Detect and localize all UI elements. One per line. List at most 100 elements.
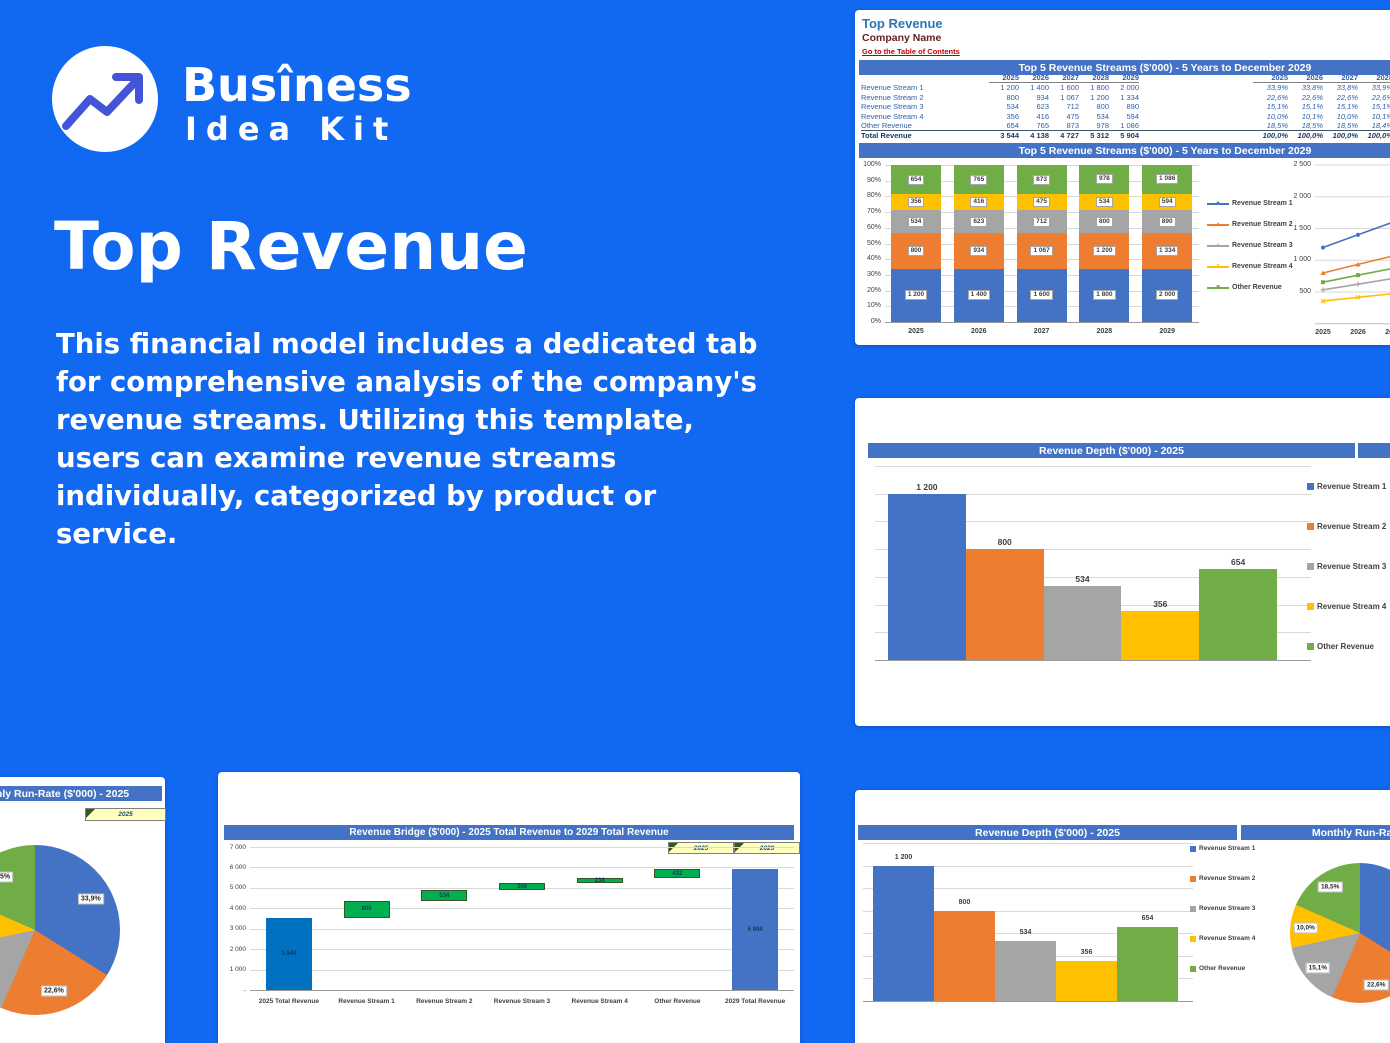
stacked-bar-segment: 1 200: [1079, 233, 1130, 269]
pct-cell: 22,6%: [1266, 92, 1288, 102]
revenue-depth-header: Revenue Depth ($'000) - 2025: [868, 443, 1355, 458]
table-spacer: [1139, 73, 1253, 83]
stacked-bar-segment: 2 000: [1142, 268, 1193, 322]
pct-cell: 10,1%: [1301, 111, 1323, 121]
pct-cell: 18,5%: [1336, 121, 1358, 131]
run-rate-pie: 33,9%22,6%15,1%10,0%18,5%: [0, 845, 120, 1015]
legend-swatch: [1307, 603, 1314, 610]
legend-item: Revenue Stream 2: [1307, 522, 1386, 531]
segment-value-label: 2 000: [1156, 290, 1179, 301]
y-axis-label: 1 000: [1293, 256, 1311, 264]
bridge-total-bar: 3 544: [265, 917, 312, 990]
table-of-contents-link[interactable]: Go to the Table of Contents: [862, 47, 960, 56]
revenue-streams-table: 202520262027202820292025202620272028Reve…: [861, 73, 1390, 141]
depth-bar: [888, 493, 966, 660]
stacked-bar-segment: 594: [1142, 193, 1193, 210]
legend-label: Revenue Stream 3: [1199, 905, 1256, 912]
segment-value-label: 534: [1095, 196, 1113, 207]
segment-value-label: 1 600: [1030, 290, 1053, 301]
pct-cell: 15,1%: [1336, 102, 1358, 112]
segment-value-label: 800: [1095, 216, 1113, 227]
bar-value-label: 534: [1019, 928, 1032, 936]
run-rate-pie-small: 33,9%22,6%15,1%10,0%18,5%: [1290, 863, 1390, 1003]
value-cell: 1 400: [1030, 83, 1049, 93]
pct-cell: 22,6%: [1336, 92, 1358, 102]
legend-swatch: [1190, 845, 1196, 852]
depth-bar: [965, 549, 1044, 660]
grid-line: [863, 888, 1193, 890]
pie-slice-label: 22,6%: [40, 985, 67, 997]
legend-label: Revenue Stream 1: [1317, 482, 1387, 491]
monthly-run-rate-panel: Monthly Run-Rate ($'000) - 2025 2025 33,…: [0, 777, 166, 1043]
segment-value-label: 1 067: [1030, 246, 1053, 257]
stacked-bar-segment: 416: [953, 194, 1004, 210]
year-filter-dropdown[interactable]: 2025: [85, 808, 166, 821]
page-title: Top Revenue: [54, 208, 528, 285]
legend-swatch: [1307, 483, 1314, 490]
pct-cell: 15,1%: [1266, 102, 1288, 112]
segment-value-label: 654: [907, 174, 925, 185]
pct-year-column-header: 2025: [1253, 73, 1288, 84]
pie-slice-label: 22,6%: [1363, 979, 1389, 991]
y-axis-label: 5 000: [229, 884, 246, 892]
depth-bar: [1117, 927, 1178, 1001]
value-cell: 1 086: [1120, 121, 1139, 131]
value-cell: 800: [1096, 102, 1109, 112]
value-cell: 2 000: [1120, 83, 1139, 93]
revenue-depth-panel: Revenue Depth ($'000) - 2025 Monthly Run…: [855, 398, 1390, 726]
grid-line: [250, 969, 794, 971]
brand-name-line1: Busîness: [182, 58, 412, 112]
pct-cell: 15,1%: [1371, 102, 1390, 112]
y-axis-label: 100%: [863, 161, 881, 168]
stacked-bar: 1 800 1 200 800 534 978: [1079, 165, 1130, 322]
y-axis-label: 2 500: [1293, 161, 1311, 168]
pie-slice-label: 33,9%: [77, 893, 104, 905]
bar-value-label: 356: [1080, 948, 1093, 956]
grid-line: [875, 466, 1311, 467]
legend-item: Revenue Stream 3: [1307, 562, 1386, 571]
bridge-total-bar: 5 904: [732, 869, 779, 990]
legend-item: ✕ Revenue Stream 4: [1207, 263, 1293, 270]
value-cell: 765: [1036, 121, 1049, 131]
bar-value-label: 3 544: [281, 950, 297, 957]
depth-and-run-rate-panel: Revenue Depth ($'000) - 2025 Monthly Run…: [855, 790, 1390, 1043]
legend-marker-glyph: ■: [1216, 284, 1220, 291]
value-cell: 4 138: [1019, 130, 1049, 140]
data-point-marker: [1355, 294, 1361, 300]
segment-value-label: 978: [1095, 174, 1113, 185]
y-axis-label: 50%: [866, 239, 881, 247]
value-cell: 873: [1066, 121, 1079, 131]
x-axis-line: [875, 660, 1311, 661]
y-axis-label: 500: [1299, 288, 1311, 295]
legend-item: ■ Other Revenue: [1207, 284, 1282, 291]
x-axis-label: 2027: [1033, 328, 1050, 335]
pct-year-column-header: 2026: [1288, 73, 1323, 84]
grid-line: [863, 843, 1193, 844]
y-axis-label: 1 500: [1293, 224, 1311, 232]
legend-label: Revenue Stream 2: [1199, 875, 1256, 882]
to-year-filter-dropdown[interactable]: 2029: [734, 842, 800, 854]
value-cell: 5 312: [1079, 130, 1109, 140]
grid-line: [875, 576, 1311, 578]
stacked-bar: 1 400 934 623 416 765: [953, 165, 1004, 322]
legend-label: Revenue Stream 1: [1199, 845, 1256, 852]
x-axis-label: 2028: [1096, 328, 1113, 335]
legend-item: Other Revenue: [1307, 642, 1374, 651]
data-point-marker: [1321, 280, 1325, 285]
from-year-filter-dropdown[interactable]: 2025: [668, 842, 734, 854]
stacked-bar-segment: 1 086: [1142, 165, 1193, 194]
segment-value-label: 475: [1033, 196, 1051, 207]
segment-value-label: 1 200: [904, 290, 928, 301]
pct-cell: 33,8%: [1301, 83, 1323, 93]
monthly-run-rate-header: Monthly Run-Rate ($'000) - 2025: [0, 786, 162, 801]
chart-section-header: Top 5 Revenue Streams ($'000) - 5 Years …: [859, 143, 1390, 158]
stacked-bar-segment: 534: [891, 209, 941, 234]
x-axis-line: [863, 1001, 1193, 1002]
y-axis-label: 40%: [866, 255, 881, 263]
bar-value-label: 654: [1230, 557, 1246, 568]
row-label: Total Revenue: [861, 130, 989, 140]
data-point-marker: [1356, 273, 1360, 278]
table-spacer: [1139, 93, 1253, 102]
data-point-marker: [1355, 232, 1361, 237]
